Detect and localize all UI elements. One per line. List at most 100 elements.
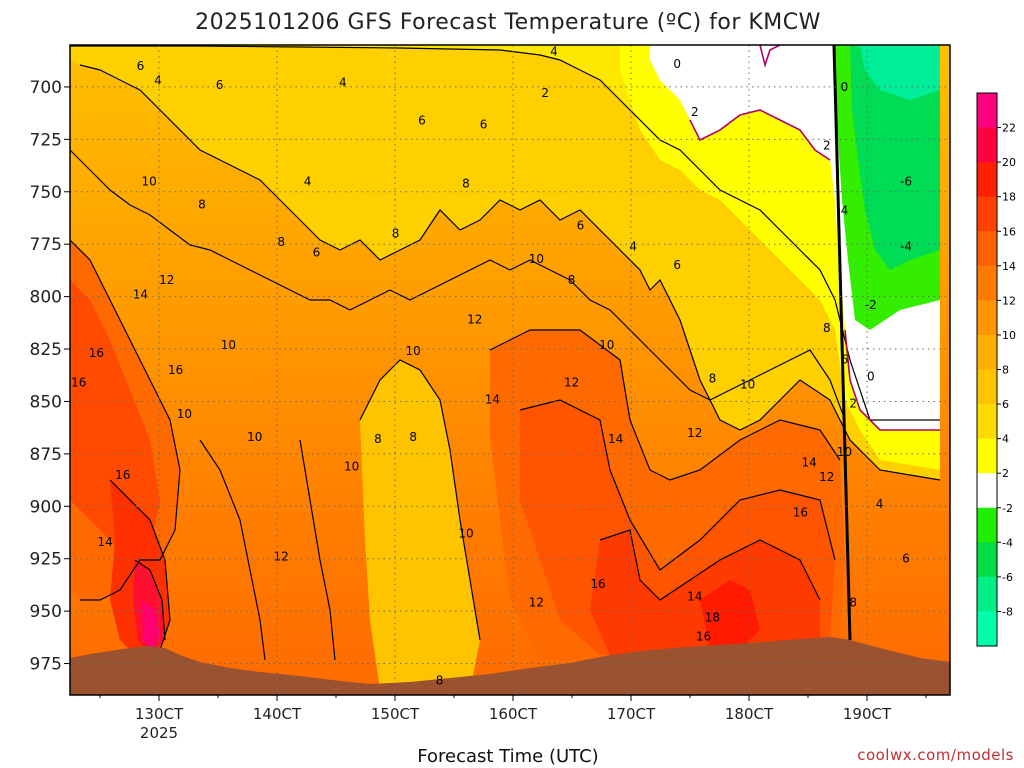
contour-label: 4 <box>841 204 849 218</box>
contour-label: 14 <box>687 589 702 603</box>
contour-label: 4 <box>876 497 884 511</box>
contour-label: 14 <box>485 392 500 406</box>
colorbar-swatch <box>977 93 997 129</box>
x-axis: 130CT 140CT 150CT 160CT 170CT 180CT 190CT <box>99 695 927 723</box>
contour-label: 10 <box>142 174 157 188</box>
y-tick-label: 700 <box>30 78 62 98</box>
y-tick-label: 850 <box>30 392 62 412</box>
colorbar-tick-label: -6 <box>1002 571 1013 584</box>
contour-label: 8 <box>198 197 206 211</box>
colorbar: 22 20 18 16 14 12 10 8 6 4 2 -2 -4 -6 -8 <box>976 92 1016 647</box>
contour-label: 8 <box>436 673 444 687</box>
colorbar-tick-label: 22 <box>1002 122 1016 135</box>
layer-8-cool-column <box>360 360 480 690</box>
colorbar-tick-label: 12 <box>1002 294 1016 307</box>
contour-label: -2 <box>865 298 877 312</box>
contour-label: 16 <box>115 468 130 482</box>
contour-label: 6 <box>673 258 681 272</box>
colorbar-tick-label: 8 <box>1002 364 1009 377</box>
layer-minus4-minus6c <box>850 45 940 270</box>
y-tick-label: 925 <box>30 550 62 570</box>
contour-label: 10 <box>247 430 262 444</box>
colorbar-tick-label: -2 <box>1002 502 1013 515</box>
contour-label: 12 <box>529 596 544 610</box>
colorbar-tick-label: -8 <box>1002 605 1013 618</box>
contour-label: 0 <box>867 369 875 383</box>
colorbar-swatch <box>977 127 997 163</box>
y-tick-label: 975 <box>30 655 62 675</box>
contour-label: 8 <box>277 235 285 249</box>
y-tick-label: 800 <box>30 288 62 308</box>
layer-14-16c <box>70 280 160 560</box>
contour-label: 10 <box>406 344 421 358</box>
contour-label: 8 <box>392 227 400 241</box>
contour-label: 0 <box>673 57 681 71</box>
contour-label: 6 <box>216 78 224 92</box>
contour-label: 4 <box>629 239 637 253</box>
contour-label: 10 <box>221 338 236 352</box>
layer-mid-18-20c <box>700 580 760 650</box>
colorbar-tick-label: 14 <box>1002 260 1016 273</box>
contour-label: 14 <box>608 432 623 446</box>
y-tick-label: 825 <box>30 340 62 360</box>
colorbar-swatch <box>977 611 997 647</box>
contour-label: 14 <box>98 535 113 549</box>
contour-label: 10 <box>458 527 473 541</box>
contour-label: 16 <box>168 363 183 377</box>
contour-label: 12 <box>564 376 579 390</box>
x-tick-label: 130CT <box>135 705 184 723</box>
chart-title: 2025101206 GFS Forecast Temperature (ºC)… <box>195 10 821 35</box>
contour-label: 18 <box>705 610 720 624</box>
contour-label: 8 <box>823 321 831 335</box>
contour-label: 16 <box>89 346 104 360</box>
contour-label: 6 <box>841 353 849 367</box>
colorbar-swatch <box>977 300 997 336</box>
contour-label: 8 <box>568 273 576 287</box>
contour-label: 12 <box>159 273 174 287</box>
contour-label: 12 <box>274 550 289 564</box>
y-tick-label: 900 <box>30 497 62 517</box>
terrain-ground <box>70 637 950 695</box>
contour-label: 8 <box>462 176 470 190</box>
colorbar-swatch <box>977 438 997 474</box>
freezing-contour-lines <box>689 45 940 431</box>
x-tick-label: 150CT <box>371 705 420 723</box>
contour-label: 16 <box>590 577 605 591</box>
x-tick-label: 170CT <box>607 705 656 723</box>
contour-label: 6 <box>480 118 488 132</box>
contour-label: 2 <box>691 105 699 119</box>
credit-text: coolwx.com/models <box>857 746 1014 764</box>
layer-mid-16-18c <box>590 530 820 655</box>
contour-label: 16 <box>71 376 86 390</box>
contour-label: 4 <box>550 44 558 58</box>
contour-label: 2 <box>541 86 549 100</box>
contour-label: 10 <box>529 252 544 266</box>
y-tick-label: 775 <box>30 235 62 255</box>
y-axis: 700 725 750 775 800 825 850 875 900 925 950 975 <box>30 78 70 675</box>
plot-frame <box>69 44 951 696</box>
contour-label: 0 <box>841 80 849 94</box>
contour-lines <box>70 45 941 661</box>
contour-label: 12 <box>819 470 834 484</box>
x-axis-title: Forecast Time (UTC) <box>417 746 598 767</box>
colorbar-tick-label: 6 <box>1002 398 1009 411</box>
colorbar-swatch <box>977 507 997 543</box>
x-tick-label: 140CT <box>253 705 302 723</box>
contour-label: 8 <box>409 430 417 444</box>
colorbar-swatch <box>977 404 997 440</box>
contour-label: 6 <box>313 246 321 260</box>
contour-label: 4 <box>339 76 347 90</box>
contour-label: 16 <box>696 629 711 643</box>
colorbar-tick-label: 10 <box>1002 329 1016 342</box>
x-year-label: 2025 <box>140 724 178 742</box>
contour-label: -4 <box>900 239 912 253</box>
contour-label: 10 <box>344 459 359 473</box>
contour-label: 6 <box>577 218 585 232</box>
colorbar-swatch <box>977 576 997 612</box>
contour-label: -6 <box>900 174 912 188</box>
colorbar-swatch <box>977 334 997 370</box>
contour-label: 10 <box>599 338 614 352</box>
colorbar-tick-label: 20 <box>1002 156 1016 169</box>
